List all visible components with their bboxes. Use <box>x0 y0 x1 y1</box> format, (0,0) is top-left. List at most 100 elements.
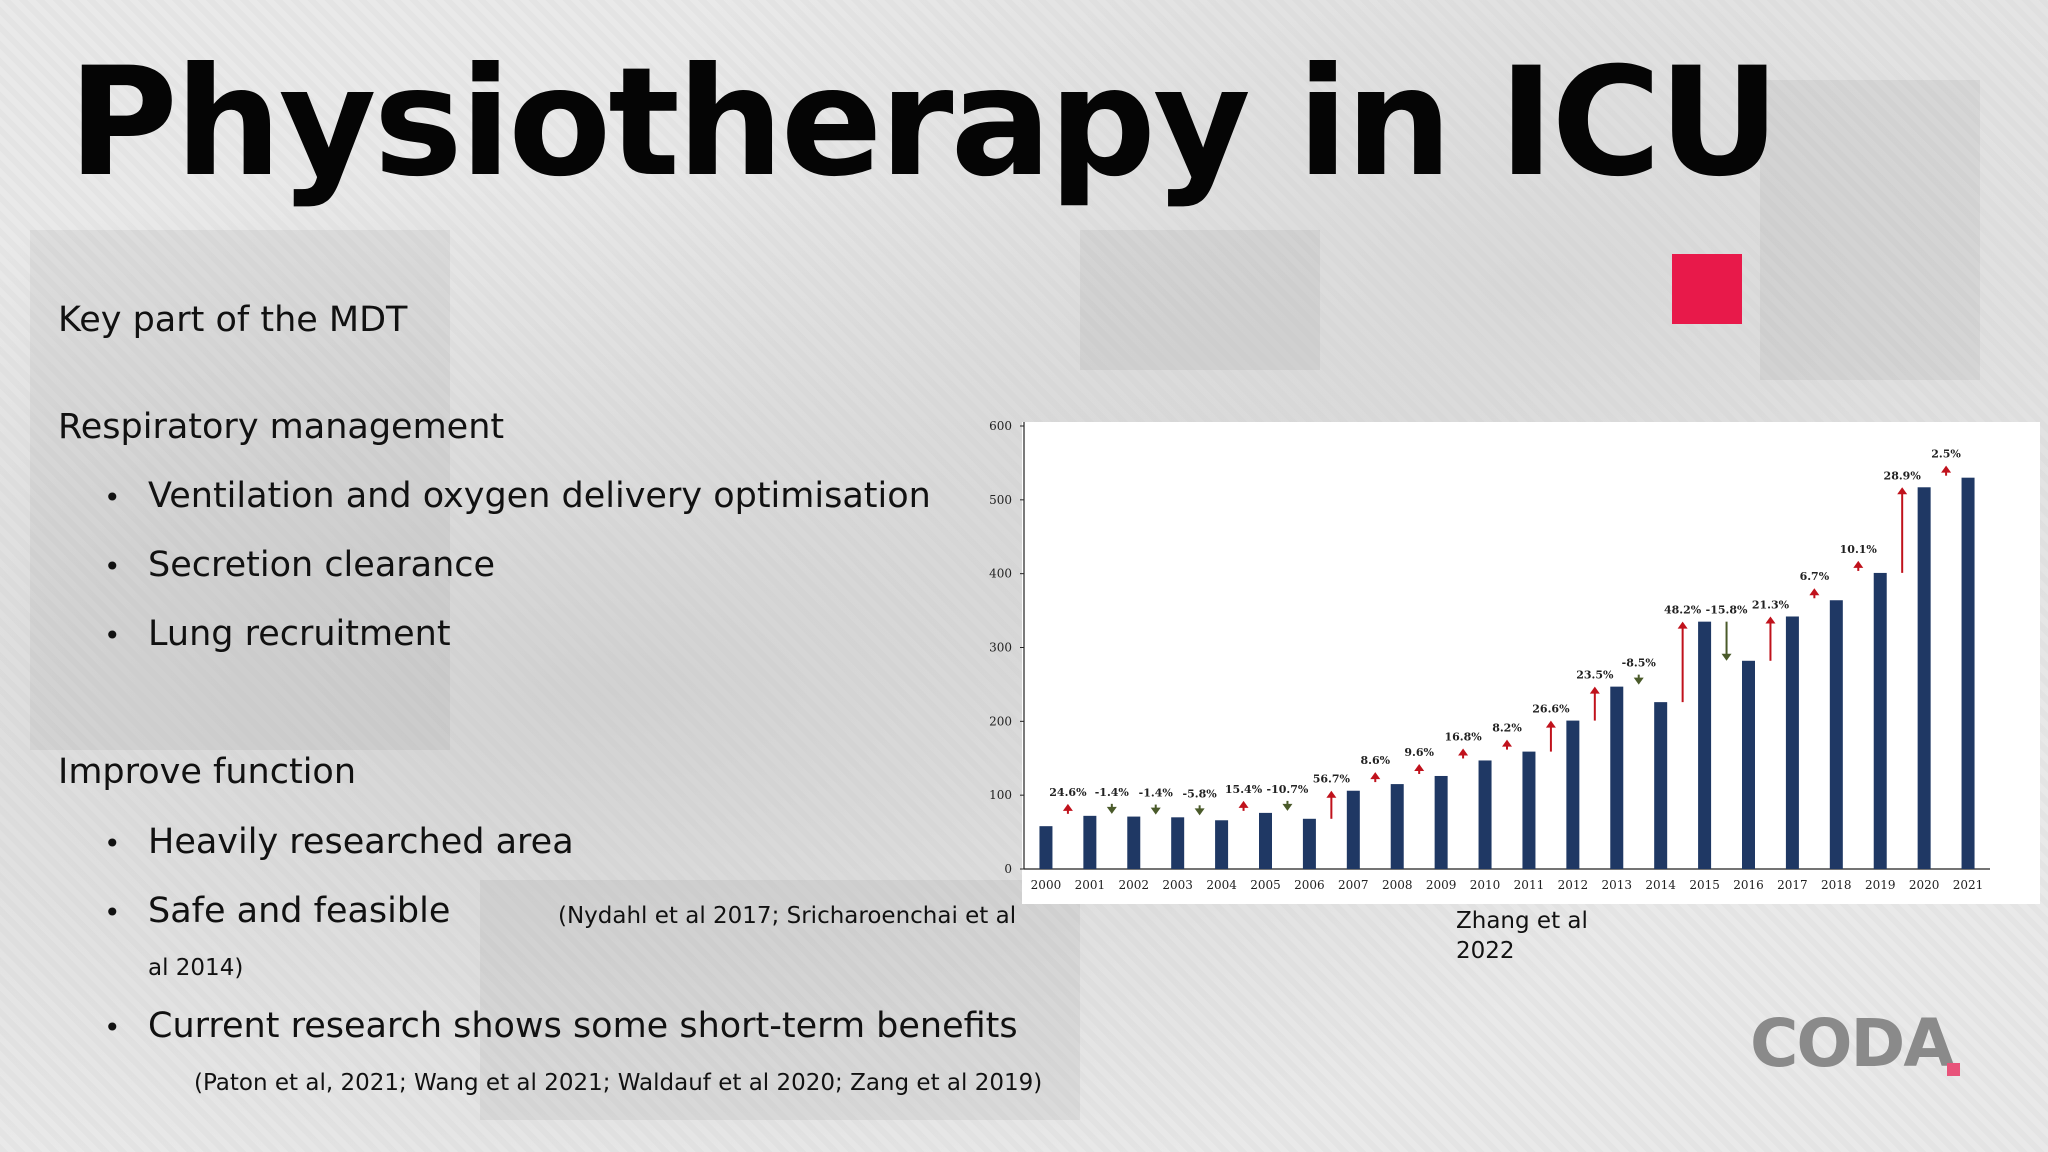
change-arrow-head <box>1677 621 1688 629</box>
change-arrow-head <box>1238 800 1249 808</box>
bullet-item: • Lung recruitment <box>104 614 451 654</box>
bullet-item: • Secretion clearance <box>104 545 495 585</box>
x-tick-label: 2003 <box>1162 878 1193 892</box>
change-arrow-head <box>1897 487 1908 495</box>
bar-2011 <box>1522 751 1536 869</box>
bar-2010 <box>1478 760 1492 869</box>
change-label: 26.6% <box>1532 703 1570 716</box>
background-shape <box>1080 230 1320 370</box>
chart-source-line: Zhang et al <box>1456 908 1588 934</box>
change-label: 56.7% <box>1313 773 1351 786</box>
y-tick-label: 200 <box>989 714 1012 728</box>
x-tick-label: 2014 <box>1645 878 1676 892</box>
y-tick-label: 400 <box>989 567 1012 581</box>
bullet-text: Lung recruitment <box>148 614 451 654</box>
logo-accent-dot <box>1947 1063 1960 1076</box>
key-part-text: Key part of the MDT <box>58 300 408 340</box>
bullet-glyph: • <box>104 480 121 514</box>
chart-source-line: 2022 <box>1456 938 1515 964</box>
x-tick-label: 2015 <box>1689 878 1720 892</box>
change-arrow-head <box>1194 808 1205 816</box>
bar-2006 <box>1302 818 1316 869</box>
change-arrow-head <box>1853 560 1864 568</box>
bullet-item: • Current research shows some short-term … <box>104 1006 1018 1046</box>
change-label: 10.1% <box>1840 543 1878 556</box>
chart-svg: 0 100 200 300 400 500 600 2000 2001 2002 2003 2004 2… <box>989 419 2040 904</box>
change-label: 21.3% <box>1752 598 1790 611</box>
change-label: 48.2% <box>1664 604 1702 617</box>
x-tick-label: 2019 <box>1865 878 1896 892</box>
change-label: 15.4% <box>1225 783 1263 796</box>
y-tick-label: 300 <box>989 641 1012 655</box>
coda-logo: CODA <box>1750 1005 1954 1082</box>
change-label: -8.5% <box>1622 657 1657 670</box>
bullet-glyph: • <box>104 826 121 860</box>
bar-2002 <box>1127 816 1141 869</box>
change-arrow-head <box>1458 748 1469 756</box>
x-tick-label: 2007 <box>1338 878 1369 892</box>
change-arrow-head <box>1765 616 1776 624</box>
bar-2001 <box>1083 815 1097 869</box>
citation-research: (Paton et al, 2021; Wang et al 2021; Wal… <box>194 1070 1043 1096</box>
change-arrow-head <box>1809 588 1820 596</box>
bullet-glyph: • <box>104 1010 121 1044</box>
change-label: 9.6% <box>1404 746 1434 759</box>
change-label: -1.4% <box>1095 786 1130 799</box>
x-tick-label: 2011 <box>1514 878 1545 892</box>
background-shape <box>30 230 450 750</box>
bar-2009 <box>1434 775 1448 869</box>
bar-2020 <box>1917 487 1931 869</box>
x-tick-label: 2012 <box>1558 878 1589 892</box>
change-label: 2.5% <box>1931 448 1961 461</box>
function-heading: Improve function <box>58 752 357 792</box>
x-tick-label: 2013 <box>1601 878 1632 892</box>
change-label: 23.5% <box>1576 669 1614 682</box>
change-arrow-head <box>1282 803 1293 811</box>
y-tick-label: 600 <box>989 419 1012 433</box>
bullet-item: • Heavily researched area <box>104 822 574 862</box>
x-tick-label: 2021 <box>1953 878 1984 892</box>
change-label: -10.7% <box>1267 783 1309 796</box>
bar-2016 <box>1742 660 1755 869</box>
bar-2017 <box>1785 616 1799 869</box>
annual-bar-chart: 0 100 200 300 400 500 600 2000 2001 2002 2003 2004 2… <box>960 414 2040 904</box>
bullet-text: Safe and feasible <box>148 891 451 931</box>
y-tick-label: 500 <box>989 493 1012 507</box>
change-arrow-head <box>1150 807 1161 815</box>
y-tick-label: 0 <box>1004 862 1012 876</box>
change-arrow-head <box>1414 763 1425 771</box>
x-tick-label: 2006 <box>1294 878 1325 892</box>
change-arrow-head <box>1106 806 1117 814</box>
change-arrow-head <box>1589 686 1600 694</box>
citation-safe: (Nydahl et al 2017; Sricharoenchai et al <box>558 903 1017 929</box>
change-label: -15.8% <box>1706 604 1748 617</box>
bullet-glyph: • <box>104 618 121 652</box>
change-label: -1.4% <box>1139 787 1174 800</box>
slide-title: Physiotherapy in ICU <box>68 36 1780 210</box>
change-label: 28.9% <box>1884 469 1922 482</box>
change-label: 24.6% <box>1049 786 1087 799</box>
x-tick-label: 2000 <box>1031 878 1062 892</box>
x-tick-label: 2004 <box>1206 878 1237 892</box>
bullet-item: • Safe and feasible <box>104 891 450 931</box>
change-arrow-head <box>1633 677 1644 685</box>
accent-square <box>1672 254 1742 324</box>
bar-2013 <box>1610 686 1624 869</box>
change-arrow-head <box>1941 465 1952 473</box>
change-label: 6.7% <box>1800 570 1830 583</box>
change-label: 16.8% <box>1444 730 1482 743</box>
respiratory-heading: Respiratory management <box>58 407 505 447</box>
bullet-text: Ventilation and oxygen delivery optimisa… <box>148 476 931 516</box>
bar-2012 <box>1566 720 1580 869</box>
change-arrow-head <box>1062 803 1073 811</box>
bar-2000 <box>1039 826 1053 869</box>
x-tick-label: 2008 <box>1382 878 1413 892</box>
x-tick-label: 2020 <box>1909 878 1940 892</box>
bar-2018 <box>1829 600 1843 869</box>
x-tick-label: 2018 <box>1821 878 1852 892</box>
change-arrow-head <box>1721 653 1732 661</box>
bullet-item: • Ventilation and oxygen delivery optimis… <box>104 476 931 516</box>
bar-2014 <box>1654 702 1668 869</box>
background-shape <box>1760 80 1980 380</box>
bullet-text: Heavily researched area <box>148 822 574 862</box>
